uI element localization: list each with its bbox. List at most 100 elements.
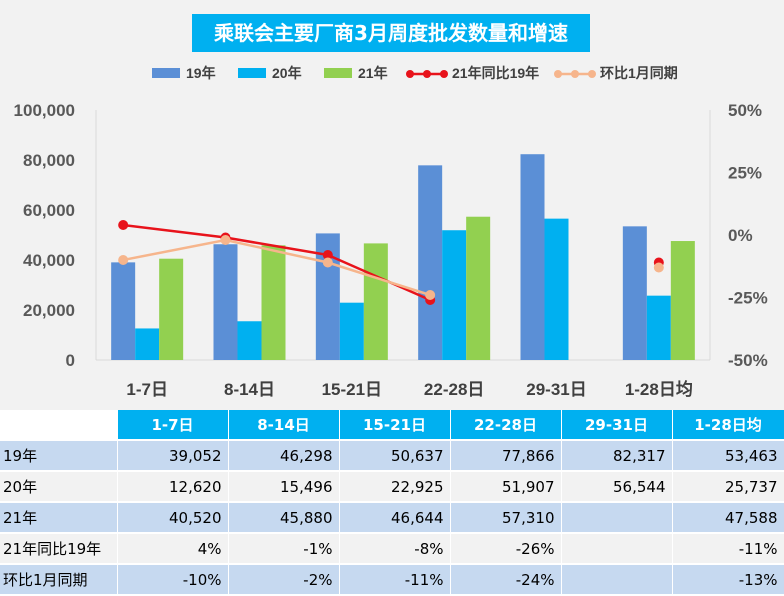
bar-21年 [670, 241, 695, 360]
table-row: 21年 40,520 45,880 46,644 57,310 47,588 [0, 502, 784, 534]
category-label: 8-14日 [224, 380, 275, 399]
table-cell: 57,310 [450, 502, 562, 534]
table-cell: -2% [228, 564, 340, 596]
left-tick-label: 60,000 [23, 201, 75, 220]
table-cell: -1% [228, 533, 340, 565]
table-cell: 47,588 [672, 502, 784, 534]
legend-label: 19年 [186, 65, 216, 81]
table-cell: -26% [450, 533, 562, 565]
table-cell: 22,925 [339, 471, 451, 503]
legend-label: 21年同比19年 [452, 65, 539, 81]
table-cell: 82,317 [561, 440, 673, 472]
point-环比1月同期 [425, 290, 436, 300]
row-label: 21年同比19年 [0, 533, 118, 565]
point-环比1月同期 [220, 235, 231, 245]
row-label: 19年 [0, 440, 118, 472]
right-tick-label: -50% [728, 351, 768, 370]
table-header-cell: 29-31日 [561, 410, 673, 441]
chart-area: 0 20,000 40,000 60,000 80,000 100,000 -50% -25%… [0, 0, 784, 410]
left-tick-label: 40,000 [23, 251, 75, 270]
table-row: 19年 39,052 46,298 50,637 77,866 82,317 5… [0, 440, 784, 472]
right-tick-label: 50% [728, 101, 762, 120]
legend-marker [571, 70, 579, 78]
table-row: 21年同比19年 4% -1% -8% -26% -11% [0, 533, 784, 565]
legend-label: 21年 [358, 65, 388, 81]
category-label: 15-21日 [322, 380, 382, 399]
bar-20年 [135, 328, 160, 360]
table-cell [561, 502, 673, 534]
table-header-cell: 1-7日 [117, 410, 229, 441]
bar-20年 [442, 230, 467, 360]
bar-19年 [520, 154, 545, 360]
bar-19年 [213, 244, 238, 360]
table-cell: 4% [117, 533, 229, 565]
right-tick-label: 0% [728, 226, 753, 245]
right-tick-label: -25% [728, 289, 768, 308]
legend-swatch [152, 68, 180, 78]
bar-20年 [646, 295, 671, 360]
legend-swatch [238, 68, 266, 78]
point-环比1月同期 [653, 262, 664, 273]
category-label: 29-31日 [526, 380, 586, 399]
table-header-cell: 15-21日 [339, 410, 451, 441]
table-cell: -8% [339, 533, 451, 565]
category-label: 22-28日 [424, 380, 484, 399]
chart-title: 乘联会主要厂商3月周度批发数量和增速 [192, 14, 590, 52]
bar-21年 [363, 243, 388, 360]
table-cell: 50,637 [339, 440, 451, 472]
legend-marker [554, 70, 562, 78]
category-label: 1-28日均 [625, 379, 693, 399]
table-cell: -13% [672, 564, 784, 596]
bar-19年 [111, 262, 136, 360]
bar-20年 [339, 302, 364, 360]
table-cell [561, 533, 673, 565]
legend-marker [406, 70, 414, 78]
right-tick-label: 25% [728, 164, 762, 183]
table-header-cell: 1-28日均 [672, 410, 784, 441]
bar-21年 [261, 245, 286, 360]
left-tick-label: 100,000 [14, 101, 75, 120]
point-环比1月同期 [118, 255, 129, 265]
table-cell: 40,520 [117, 502, 229, 534]
table-cell: 77,866 [450, 440, 562, 472]
legend-label: 20年 [272, 65, 302, 81]
table-corner-cell [0, 410, 118, 441]
table-cell: 12,620 [117, 471, 229, 503]
table-cell: -24% [450, 564, 562, 596]
category-label: 1-7日 [126, 380, 168, 399]
point-环比1月同期 [322, 257, 333, 268]
table-row: 环比1月同期 -10% -2% -11% -24% -13% [0, 564, 784, 596]
table-cell: 51,907 [450, 471, 562, 503]
table-cell: 46,644 [339, 502, 451, 534]
left-tick-label: 0 [66, 351, 75, 370]
table-cell [561, 564, 673, 596]
row-label: 20年 [0, 471, 118, 503]
row-label: 21年 [0, 502, 118, 534]
bar-19年 [418, 165, 443, 360]
point-21年同比19年 [118, 220, 129, 230]
table-cell: 25,737 [672, 471, 784, 503]
legend-swatch [324, 68, 352, 78]
row-label: 环比1月同期 [0, 564, 118, 596]
bar-20年 [544, 218, 569, 360]
table-header-row: 1-7日 8-14日 15-21日 22-28日 29-31日 1-28日均 [0, 410, 784, 441]
table-cell: 45,880 [228, 502, 340, 534]
data-table: 1-7日 8-14日 15-21日 22-28日 29-31日 1-28日均 1… [0, 410, 784, 596]
bar-20年 [237, 321, 262, 360]
table-cell: -10% [117, 564, 229, 596]
point-21年同比19年 [322, 250, 333, 260]
table-cell: 39,052 [117, 440, 229, 472]
left-tick-label: 20,000 [23, 301, 75, 320]
legend-marker [423, 70, 431, 78]
legend-marker [440, 70, 448, 78]
legend-label: 环比1月同期 [600, 65, 678, 81]
table-cell: 46,298 [228, 440, 340, 472]
table-cell: 15,496 [228, 471, 340, 503]
bar-21年 [466, 216, 491, 360]
bar-19年 [622, 226, 647, 360]
table-cell: 56,544 [561, 471, 673, 503]
table-cell: 53,463 [672, 440, 784, 472]
table-header-cell: 22-28日 [450, 410, 562, 441]
bar-21年 [159, 258, 184, 360]
table-cell: -11% [339, 564, 451, 596]
